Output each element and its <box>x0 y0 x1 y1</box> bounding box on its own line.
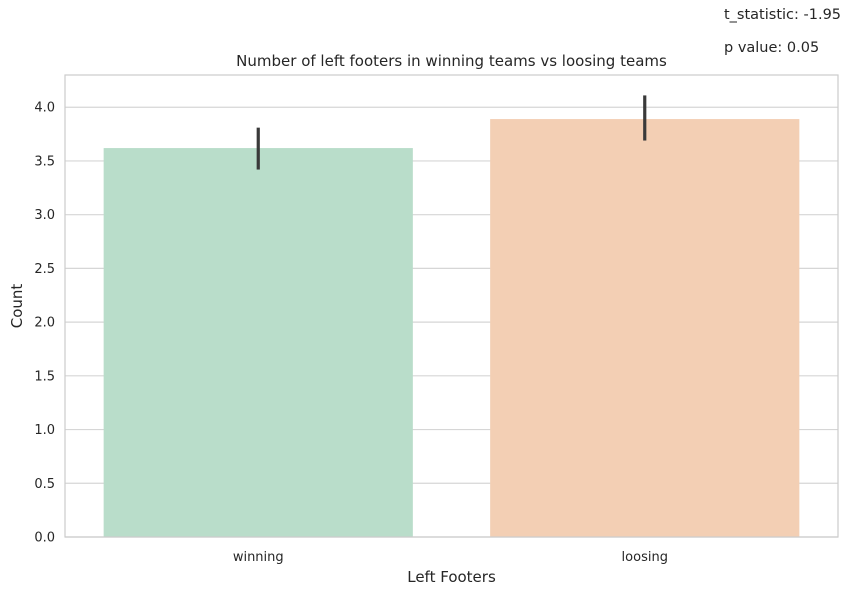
x-tick-labels: winning loosing <box>233 550 668 565</box>
y-axis-label: Count <box>8 284 26 329</box>
y-tick-label: 1.0 <box>34 423 55 438</box>
plot-area-frame <box>64 74 839 538</box>
x-axis-label: Left Footers <box>407 568 496 586</box>
y-tick-label: 1.5 <box>34 369 55 384</box>
y-tick-label: 2.0 <box>34 316 55 331</box>
y-tick-label: 4.0 <box>34 101 55 116</box>
y-tick-label: 3.0 <box>34 208 55 223</box>
t-statistic-annotation: t_statistic: -1.95 <box>724 7 842 23</box>
p-value-annotation: p value: 0.05 <box>724 40 820 56</box>
y-tick-label: 0.5 <box>34 477 55 492</box>
y-tick-labels: 0.0 0.5 1.0 1.5 2.0 2.5 3.0 3.5 4.0 <box>34 101 55 546</box>
bar-loosing <box>490 119 800 538</box>
y-tick-label: 2.5 <box>34 262 55 277</box>
chart-title: Number of left footers in winning teams … <box>236 52 667 70</box>
y-tick-label: 0.0 <box>34 531 55 546</box>
y-tick-label: 3.5 <box>34 154 55 169</box>
bars <box>103 119 800 538</box>
x-tick-label-loosing: loosing <box>622 550 668 565</box>
x-tick-label-winning: winning <box>233 550 284 565</box>
bar-winning <box>103 148 413 537</box>
error-bars <box>256 95 647 170</box>
